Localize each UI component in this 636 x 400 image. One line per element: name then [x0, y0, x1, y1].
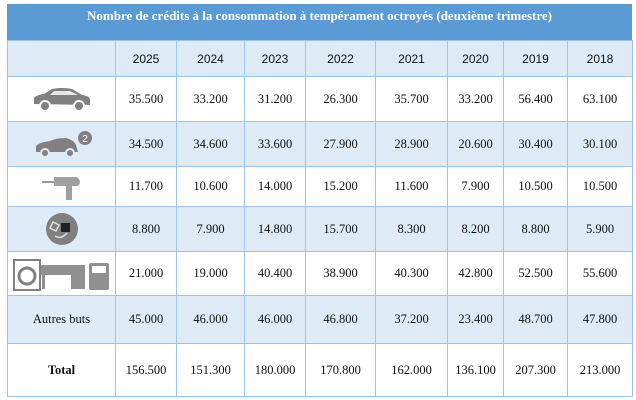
value-cell: 48.700 [503, 295, 568, 344]
value-cell: 63.100 [567, 76, 633, 122]
table-row: 2 34.500 34.600 33.600 27.900 28.900 20.600 30.… [7, 121, 633, 167]
value-cell: 33.200 [447, 76, 504, 122]
value-cell: 23.400 [447, 295, 504, 344]
column-header-2018: 2018 [567, 40, 633, 77]
value-cell: 180.000 [244, 343, 306, 397]
value-cell: 151.300 [176, 343, 245, 397]
value-cell: 136.100 [447, 343, 504, 397]
value-cell: 10.600 [176, 166, 245, 207]
value-cell: 8.800 [115, 206, 177, 252]
value-cell: 47.800 [567, 295, 633, 344]
value-cell: 35.700 [375, 76, 448, 122]
table-title: Nombre de crédits à la consommation à te… [7, 4, 632, 40]
value-cell: 14.000 [244, 166, 306, 207]
value-cell: 40.300 [375, 251, 448, 296]
value-cell: 5.900 [567, 206, 633, 252]
column-header-2022: 2022 [305, 40, 376, 77]
value-cell: 46.000 [176, 295, 245, 344]
value-cell: 42.800 [447, 251, 504, 296]
value-cell: 15.700 [305, 206, 376, 252]
row-label [7, 251, 116, 296]
value-cell: 30.400 [503, 121, 568, 167]
appliances-furniture-icon [12, 258, 111, 291]
value-cell: 8.800 [503, 206, 568, 252]
value-cell: 26.300 [305, 76, 376, 122]
table-row: 21.000 19.000 40.400 38.900 40.300 42.800 52.5… [7, 251, 633, 296]
value-cell: 35.500 [115, 76, 177, 122]
value-cell: 52.500 [503, 251, 568, 296]
value-cell: 56.400 [503, 76, 568, 122]
drill-icon [40, 176, 84, 200]
column-header-2025: 2025 [115, 40, 177, 77]
value-cell: 207.300 [503, 343, 568, 397]
value-cell: 33.600 [244, 121, 306, 167]
value-cell: 10.500 [503, 166, 568, 207]
row-label: 2 [7, 121, 116, 167]
column-header-2019: 2019 [503, 40, 568, 77]
value-cell: 33.200 [176, 76, 245, 122]
table-row: Autres buts 45.000 46.000 46.000 46.800 37.20… [7, 295, 633, 344]
value-cell: 46.800 [305, 295, 376, 344]
value-cell: 170.800 [305, 343, 376, 397]
value-cell: 31.200 [244, 76, 306, 122]
value-cell: 19.000 [176, 251, 245, 296]
car-icon [30, 88, 94, 112]
value-cell: 34.600 [176, 121, 245, 167]
used-car-icon: 2 [30, 131, 94, 158]
value-cell: 40.400 [244, 251, 306, 296]
credit-table-container: Nombre de crédits à la consommation à te… [7, 4, 633, 397]
value-cell: 8.200 [447, 206, 504, 252]
value-cell: 55.600 [567, 251, 633, 296]
column-header-2024: 2024 [176, 40, 245, 77]
value-cell: 156.500 [115, 343, 177, 397]
value-cell: 7.900 [447, 166, 504, 207]
value-cell: 10.500 [567, 166, 633, 207]
value-cell: 30.100 [567, 121, 633, 167]
value-cell: 34.500 [115, 121, 177, 167]
column-header-2023: 2023 [244, 40, 306, 77]
value-cell: 11.700 [115, 166, 177, 207]
value-cell: 7.900 [176, 206, 245, 252]
value-cell: 14.800 [244, 206, 306, 252]
corner-cell [7, 40, 116, 77]
value-cell: 11.600 [375, 166, 448, 207]
value-cell: 21.000 [115, 251, 177, 296]
column-header-2020: 2020 [447, 40, 504, 77]
table-row: 8.800 7.900 14.800 15.700 8.300 8.200 8.800 5.9… [7, 206, 633, 252]
value-cell: 46.000 [244, 295, 306, 344]
row-label [7, 166, 116, 207]
credits-table: 2025 2024 2023 2022 2021 2020 2019 2018 35.500 33… [7, 40, 633, 397]
svg-text:2: 2 [82, 134, 88, 145]
value-cell: 15.200 [305, 166, 376, 207]
column-header-2021: 2021 [375, 40, 448, 77]
table-row: 11.700 10.600 14.000 15.200 11.600 7.900 10.50… [7, 166, 633, 207]
electronics-plug-icon [45, 213, 79, 245]
row-label: Autres buts [7, 295, 116, 344]
row-label [7, 206, 116, 252]
value-cell: 28.900 [375, 121, 448, 167]
table-row: Total 156.500 151.300 180.000 170.800 162.000… [7, 343, 633, 397]
value-cell: 45.000 [115, 295, 177, 344]
value-cell: 38.900 [305, 251, 376, 296]
value-cell: 213.000 [567, 343, 633, 397]
value-cell: 162.000 [375, 343, 448, 397]
header-row: 2025 2024 2023 2022 2021 2020 2019 2018 [7, 40, 633, 77]
value-cell: 8.300 [375, 206, 448, 252]
table-row: 35.500 33.200 31.200 26.300 35.700 33.200 56.4… [7, 76, 633, 122]
value-cell: 37.200 [375, 295, 448, 344]
row-label: Total [7, 343, 116, 397]
value-cell: 27.900 [305, 121, 376, 167]
row-label [7, 76, 116, 122]
value-cell: 20.600 [447, 121, 504, 167]
